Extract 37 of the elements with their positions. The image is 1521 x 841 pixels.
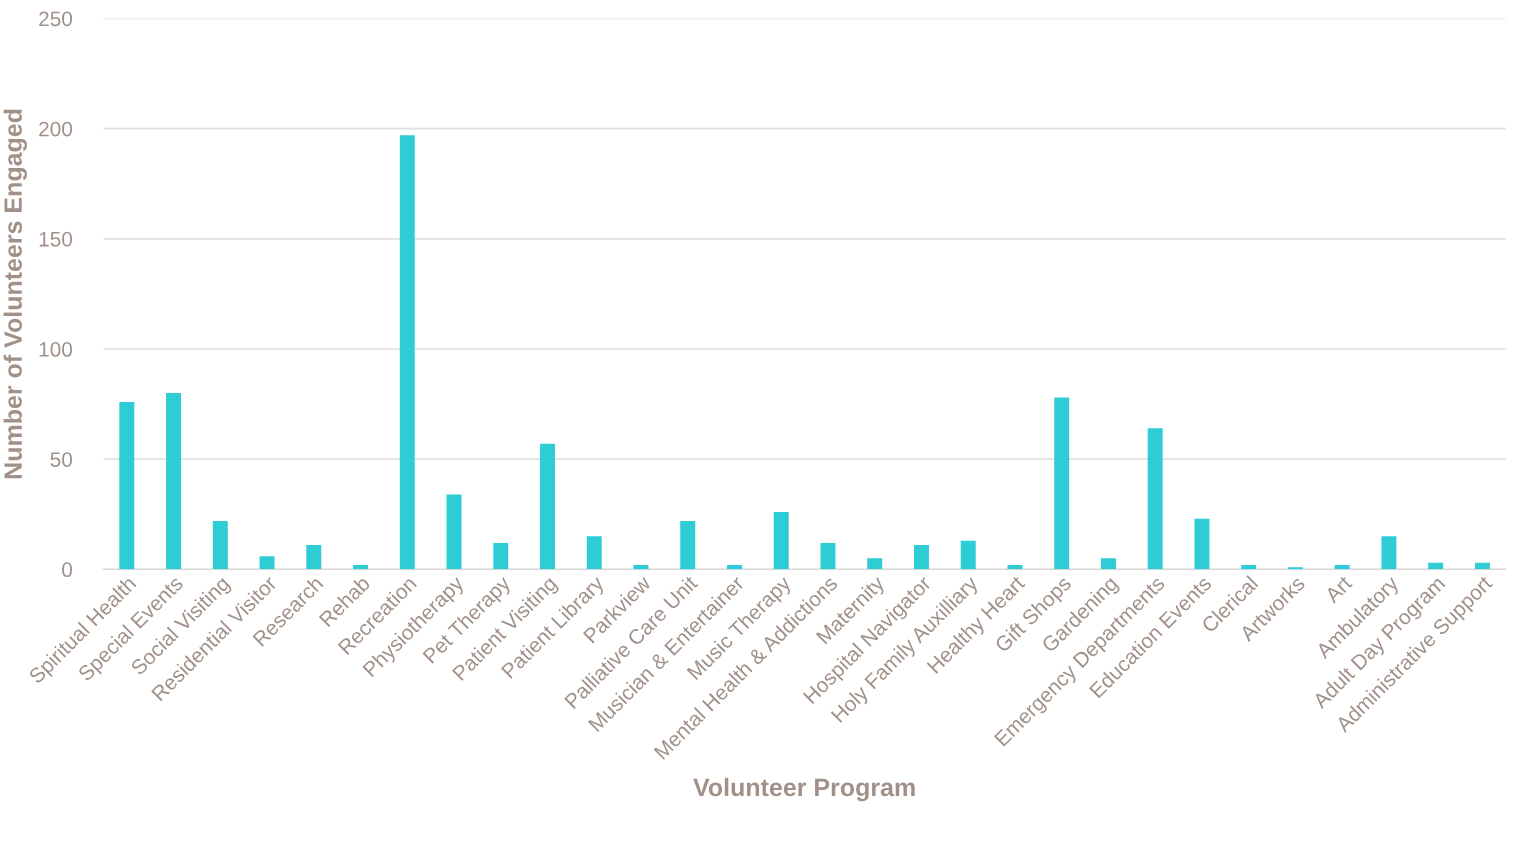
bar	[1147, 428, 1163, 570]
bar	[1100, 558, 1116, 570]
y-tick-label: 100	[39, 342, 73, 357]
bar	[1428, 562, 1444, 570]
y-tick-label: 250	[39, 11, 73, 27]
bar	[1241, 564, 1257, 570]
bar	[820, 542, 836, 570]
y-tick-label: 0	[62, 562, 73, 578]
bar	[1334, 564, 1350, 570]
bar	[212, 520, 228, 570]
bar	[353, 564, 369, 570]
bar	[1287, 567, 1303, 570]
bar	[1381, 536, 1397, 570]
y-axis-title: Number of Volunteers Engaged	[3, 109, 28, 479]
bar	[119, 401, 135, 570]
bar	[540, 443, 555, 570]
y-tick-label: 200	[39, 121, 73, 137]
bar	[960, 540, 976, 570]
bar	[1474, 562, 1490, 570]
y-tick-label: 150	[39, 231, 73, 247]
bar	[399, 135, 415, 570]
bar	[773, 512, 789, 570]
bar	[446, 494, 462, 570]
bar	[867, 558, 883, 570]
bar	[493, 542, 509, 570]
bar	[913, 545, 929, 570]
bar	[306, 545, 322, 570]
y-tick-label: 50	[50, 452, 73, 467]
bar	[1054, 397, 1070, 570]
bar	[166, 393, 182, 570]
bar	[680, 520, 696, 570]
bar	[259, 556, 275, 570]
bar	[1194, 518, 1210, 570]
x-axis-title: Volunteer Program	[693, 777, 915, 802]
bar	[1007, 564, 1023, 570]
bar	[586, 536, 602, 570]
bar	[727, 564, 742, 570]
